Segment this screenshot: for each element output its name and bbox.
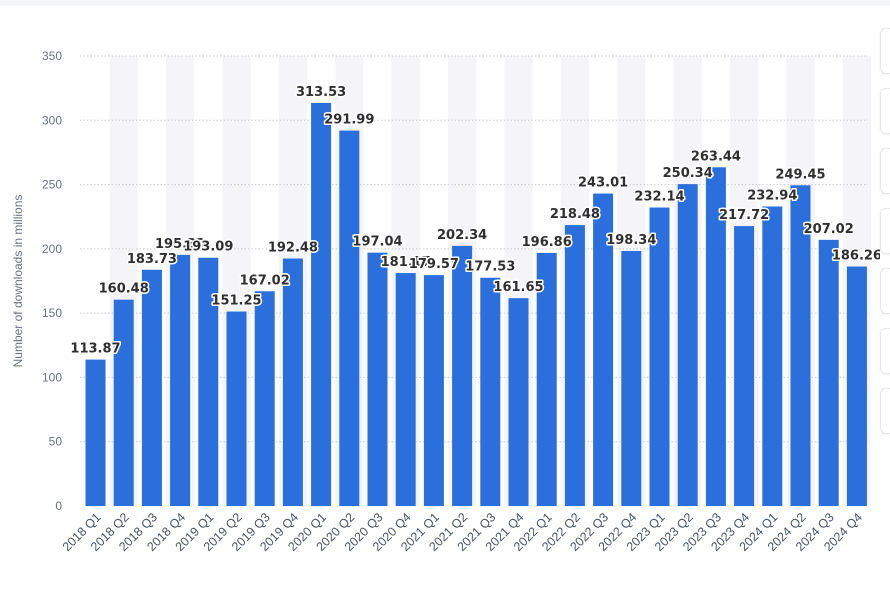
bar[interactable] [85,359,106,506]
y-axis-ticks: 0 50 100 150 200 250 300 350 [42,49,62,513]
value-label: 232.94 [747,189,797,204]
side-button[interactable] [880,268,890,314]
value-label: 160.48 [99,282,149,297]
bar[interactable] [226,311,247,506]
bar[interactable] [170,254,191,506]
value-label: 151.25 [211,294,261,309]
value-label: 179.57 [409,257,459,272]
bar[interactable] [395,273,416,506]
bar[interactable] [480,277,501,506]
y-tick-label: 200 [42,242,62,256]
bar[interactable] [452,245,473,506]
y-tick-label: 350 [42,49,62,63]
side-button[interactable] [880,88,890,134]
bar[interactable] [508,298,529,506]
value-label: 250.34 [663,166,713,181]
bar[interactable] [198,257,219,506]
value-label: 193.09 [183,240,233,255]
value-label: 192.48 [268,241,318,256]
bar[interactable] [254,291,275,506]
side-button[interactable] [880,328,890,374]
value-label: 217.72 [719,208,769,223]
value-label: 161.65 [493,280,543,295]
side-button[interactable] [880,148,890,194]
top-band [0,0,890,6]
value-label: 263.44 [691,149,741,164]
value-label: 177.53 [465,260,515,275]
bar[interactable] [564,225,585,506]
y-tick-label: 0 [55,499,62,513]
bar[interactable] [113,299,134,506]
bar[interactable] [423,275,444,506]
value-label: 181.17 [381,255,431,270]
bar[interactable] [677,184,698,507]
value-label: 249.45 [775,167,825,182]
value-label: 186.26 [832,249,880,264]
y-tick-label: 100 [42,370,62,384]
side-button[interactable] [880,28,890,74]
bar[interactable] [621,250,642,506]
side-toolbar [880,28,890,434]
bar[interactable] [649,207,670,506]
bars [85,102,867,507]
value-label: 198.34 [606,233,656,248]
y-tick-label: 150 [42,306,62,320]
value-label: 167.02 [240,273,290,288]
value-label: 232.14 [634,190,684,205]
value-label: 243.01 [578,176,628,191]
bar[interactable] [734,226,755,506]
value-label: 218.48 [550,207,600,222]
value-label: 195.33 [155,237,205,252]
bar[interactable] [705,167,726,506]
y-axis-label: Number of downloads in millions [11,195,25,368]
bar[interactable] [141,269,162,506]
bar[interactable] [339,130,360,506]
y-tick-label: 300 [42,113,62,127]
bar[interactable] [282,258,303,506]
value-label: 313.53 [296,85,346,100]
value-label: 183.73 [127,252,177,267]
bar[interactable] [536,252,557,506]
side-button[interactable] [880,208,890,254]
bar[interactable] [790,185,811,506]
y-tick-label: 250 [42,178,62,192]
value-label: 196.86 [522,235,572,250]
value-label: 207.02 [804,222,854,237]
bar[interactable] [367,252,388,506]
bar[interactable] [818,239,839,506]
side-button[interactable] [880,388,890,434]
value-label: 291.99 [324,113,374,128]
value-label: 197.04 [352,235,402,250]
bar[interactable] [762,206,783,506]
bar[interactable] [311,102,332,506]
y-tick-label: 50 [49,435,63,449]
value-label: 202.34 [437,228,487,243]
bar[interactable] [846,266,867,506]
bar[interactable] [593,193,614,506]
value-label: 113.87 [70,342,120,357]
